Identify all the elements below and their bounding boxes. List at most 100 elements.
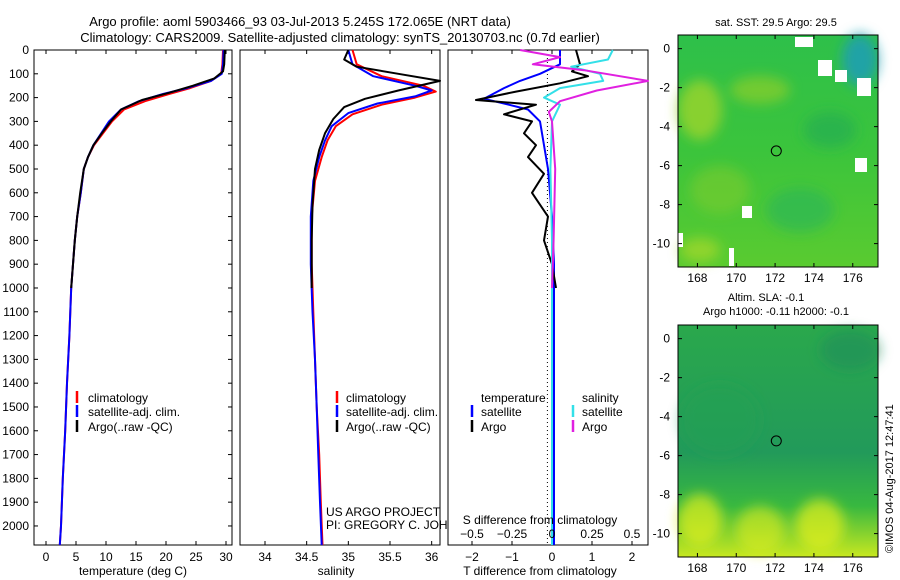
series-line-s-satellite — [543, 49, 614, 545]
sst-map-axes: 168 170 172 174 176 0 -2 -4 -6 -8 -10 — [653, 35, 878, 285]
map-y-tick-label: -8 — [659, 488, 670, 502]
x-tick-label: 15 — [129, 550, 143, 564]
x-tick-label: 20 — [159, 550, 173, 564]
temperature-panel: 0100200300400500600700800900100011001200… — [2, 43, 648, 578]
series-line-t-satellite — [483, 50, 561, 545]
sst-missing-patch — [835, 70, 847, 82]
sst-map-title: sat. SST: 29.5 Argo: 29.5 — [715, 17, 837, 29]
sst-map: sat. SST: 29.5 Argo: 29.5 168 170 172 174 17… — [653, 17, 879, 285]
x-tick-label: 36 — [425, 550, 439, 564]
temperature-x-axis: 0 5 10 15 20 25 30 — [43, 50, 233, 564]
map-x-tick-label: 176 — [843, 271, 863, 285]
legend-label-satellite: satellite-adj. clim. — [88, 405, 180, 419]
depth-tick-label: 1700 — [2, 448, 29, 462]
difference-panel: −2 −1 0 1 2 S difference from climatology T … — [447, 49, 649, 578]
depth-tick-label: 1100 — [3, 305, 29, 319]
depth-tick-label: 1500 — [2, 400, 29, 414]
temperature-axes-frame — [33, 49, 233, 546]
sst-missing-patch — [857, 78, 871, 96]
legend-header-salinity: salinity — [582, 391, 619, 405]
map-y-tick-label: -2 — [659, 371, 670, 385]
legend-label-t-satellite: satellite — [481, 405, 522, 419]
depth-tick-label: 600 — [9, 186, 29, 200]
title-line-1: Argo profile: aoml 5903466_93 03-Jul-201… — [89, 14, 511, 29]
depth-tick-label: 1600 — [2, 424, 29, 438]
temperature-xlabel: temperature (deg C) — [79, 564, 187, 578]
x-tick-label: 1 — [589, 550, 596, 564]
difference-series — [475, 49, 649, 545]
salinity-difference-axis: −0.5 −0.25 0 0.25 0.5 — [460, 527, 641, 541]
legend-header-temperature: temperature — [481, 391, 546, 405]
map-x-tick-label: 172 — [765, 271, 785, 285]
sst-map-frame — [677, 34, 879, 268]
map-y-tick-label: 0 — [663, 332, 670, 346]
legend-label-argo: Argo(..raw -QC) — [346, 420, 431, 434]
depth-tick-label: 1400 — [2, 376, 29, 390]
map-y-tick-label: -4 — [659, 410, 670, 424]
depth-tick-label: 1900 — [2, 495, 29, 509]
s-tick-label: 0.5 — [624, 527, 641, 541]
x-tick-label: 2 — [629, 550, 636, 564]
sst-missing-patch — [742, 206, 752, 218]
x-tick-label: 0 — [549, 550, 556, 564]
x-tick-label: 34 — [258, 550, 272, 564]
x-tick-label: 25 — [189, 550, 203, 564]
salinity-axes-frame — [239, 49, 441, 546]
depth-tick-label: 300 — [9, 114, 29, 128]
series-line-argo — [70, 49, 226, 289]
x-tick-label: 35.5 — [378, 550, 402, 564]
map-x-tick-label: 168 — [687, 271, 707, 285]
sla-map-frame — [677, 324, 879, 558]
credit-project: US ARGO PROJECT — [326, 505, 441, 519]
difference-axes-frame — [447, 49, 649, 546]
x-tick-label: 5 — [73, 550, 80, 564]
map-y-tick-label: 0 — [663, 42, 670, 56]
map-y-tick-label: -4 — [659, 120, 670, 134]
legend-label-s-argo: Argo — [582, 420, 608, 434]
map-y-tick-label: -8 — [659, 198, 670, 212]
difference-x-axis: −2 −1 0 1 2 — [465, 50, 636, 564]
legend-label-climatology: climatology — [88, 391, 148, 405]
sla-map-title-1: Altim. SLA: -0.1 — [728, 292, 804, 304]
depth-tick-label: 1200 — [2, 329, 29, 343]
salinity-legend: climatology satellite-adj. clim. Argo(..… — [335, 391, 438, 434]
salinity-xlabel: salinity — [318, 564, 355, 578]
map-x-tick-label: 168 — [687, 561, 707, 575]
depth-tick-label: 0 — [22, 43, 29, 57]
map-x-tick-label: 170 — [726, 561, 746, 575]
difference-xlabel: T difference from climatology — [463, 564, 617, 578]
x-tick-label: 0 — [43, 550, 50, 564]
depth-tick-label: 400 — [9, 138, 29, 152]
x-tick-label: −1 — [505, 550, 519, 564]
difference-xlabel-top: S difference from climatology — [463, 513, 618, 527]
credit-pi: PI: GREGORY C. JOHNSON — [326, 518, 482, 532]
legend-label-argo: Argo(..raw -QC) — [88, 420, 173, 434]
map-y-tick-label: -10 — [653, 237, 671, 251]
map-x-tick-label: 176 — [843, 561, 863, 575]
title-line-2: Climatology: CARS2009. Satellite-adjuste… — [80, 30, 600, 45]
depth-tick-label: 2000 — [2, 519, 29, 533]
difference-legend: temperature salinity satellite Argo sate… — [470, 391, 623, 434]
sla-map-title-2: Argo h1000: -0.11 h2000: -0.1 — [703, 306, 849, 318]
sla-texture — [678, 330, 880, 554]
depth-tick-label: 700 — [9, 210, 29, 224]
salinity-panel: 34 34.5 35 35.5 36 salinity climatology sate… — [239, 49, 482, 578]
s-tick-label: −0.5 — [460, 527, 484, 541]
depth-tick-label: 800 — [9, 233, 29, 247]
sst-missing-patch — [678, 233, 683, 247]
sst-texture — [678, 34, 878, 262]
x-tick-label: −2 — [465, 550, 479, 564]
map-x-tick-label: 170 — [726, 271, 746, 285]
depth-tick-label: 1300 — [2, 352, 29, 366]
float-position-marker — [770, 435, 782, 447]
salinity-series — [309, 49, 441, 546]
sst-missing-patch — [795, 37, 813, 47]
map-x-tick-label: 172 — [765, 561, 785, 575]
map-y-tick-label: -10 — [653, 527, 671, 541]
series-line-t-argo — [475, 49, 589, 289]
map-x-tick-label: 174 — [804, 561, 824, 575]
sst-missing-patch — [729, 248, 734, 266]
map-y-tick-label: -6 — [659, 159, 670, 173]
s-tick-label: −0.25 — [497, 527, 528, 541]
